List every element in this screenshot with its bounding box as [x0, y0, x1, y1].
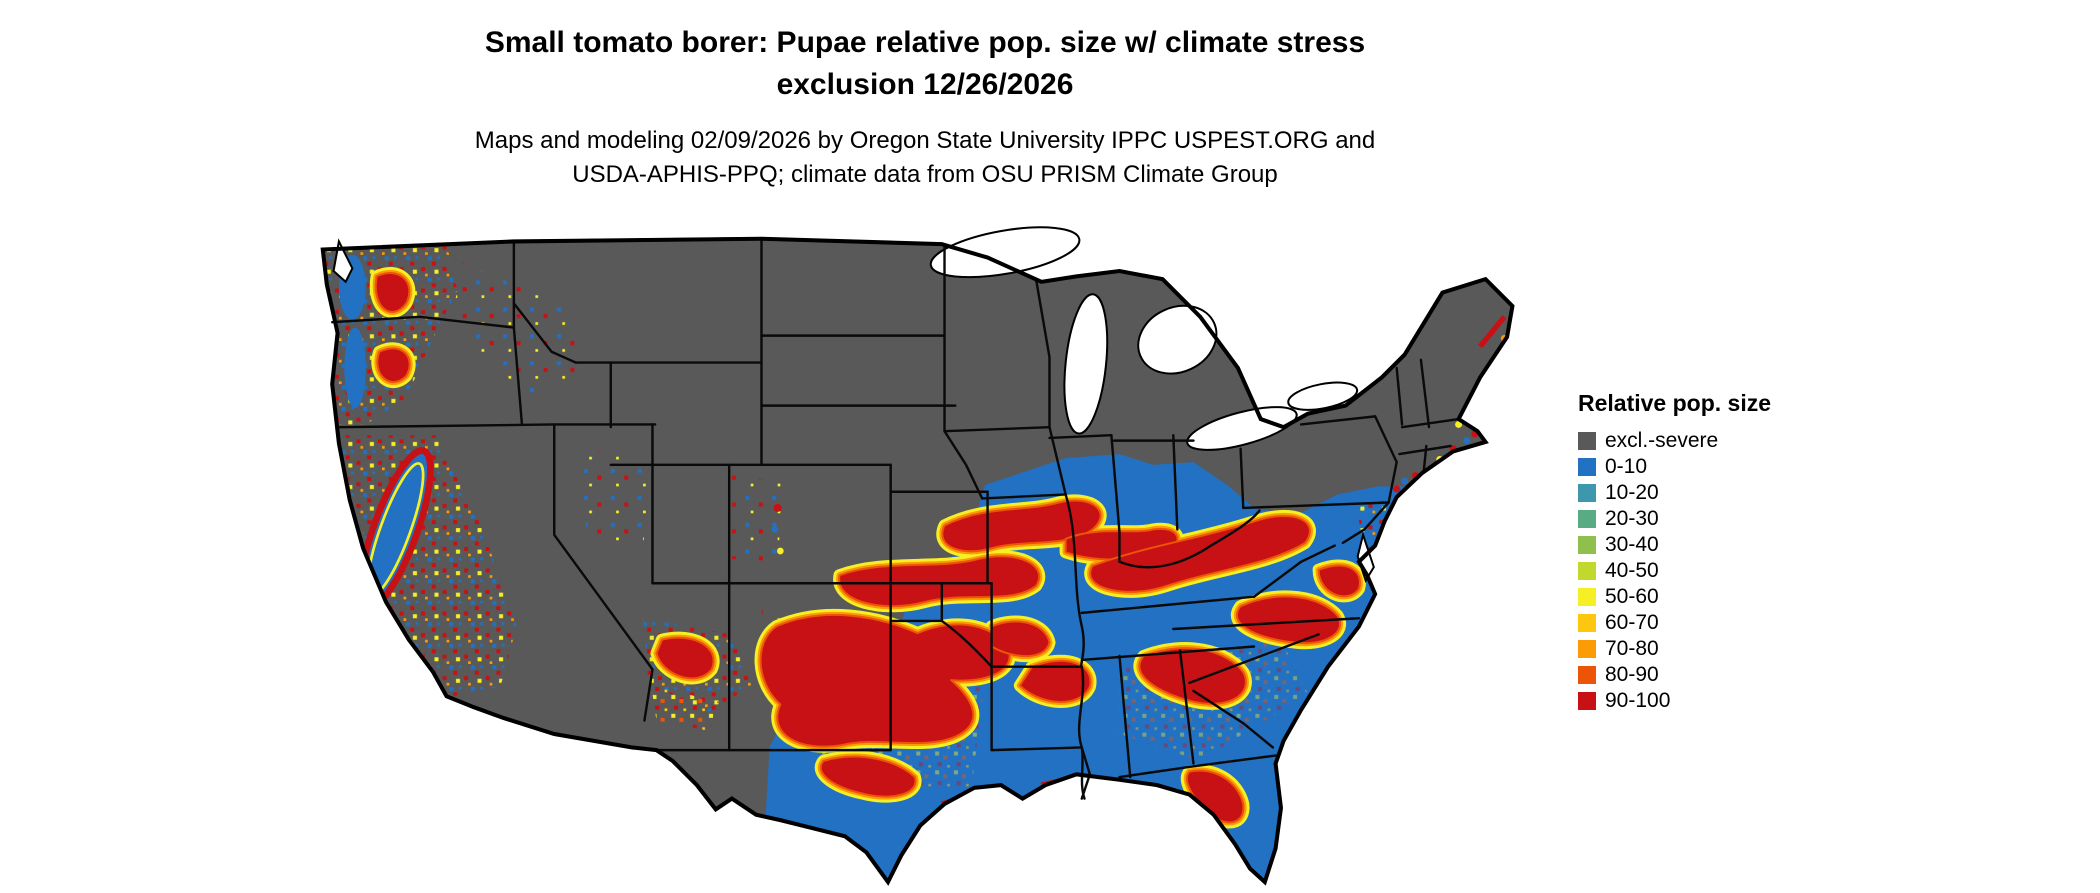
legend-label: 50-60 [1605, 585, 1659, 608]
subtitle-line-1: Maps and modeling 02/09/2026 by Oregon S… [474, 127, 1376, 154]
legend-swatch [1578, 692, 1596, 710]
legend-label: 20-30 [1605, 507, 1659, 530]
legend-title: Relative pop. size [1578, 390, 1772, 416]
legend-item: 80-90 [1578, 662, 1878, 688]
legend-item: 40-50 [1578, 558, 1878, 584]
legend: Relative pop. size excl.-severe 0-10 10-… [1578, 390, 1878, 714]
lake-superior [929, 226, 1081, 279]
us-map [312, 222, 1538, 888]
puget-sound [332, 238, 354, 284]
us-map-svg [312, 226, 1538, 888]
legend-swatch [1578, 562, 1596, 580]
legend-label: 80-90 [1605, 663, 1659, 686]
legend-label: 70-80 [1605, 637, 1659, 660]
title-line-2: exclusion 12/26/2026 [776, 68, 1074, 101]
title-line-1: Small tomato borer: Pupae relative pop. … [484, 26, 1366, 59]
legend-label: 10-20 [1605, 481, 1659, 504]
legend-item: 60-70 [1578, 610, 1878, 636]
page-title: Small tomato borer: Pupae relative pop. … [0, 22, 1850, 106]
lake-huron [1137, 304, 1218, 375]
legend-label: 30-40 [1605, 533, 1659, 556]
legend-label: excl.-severe [1605, 429, 1719, 452]
subtitle-line-2: USDA-APHIS-PPQ; climate data from OSU PR… [572, 161, 1278, 188]
legend-item: 0-10 [1578, 454, 1878, 480]
legend-swatch [1578, 666, 1596, 684]
legend-swatch [1578, 484, 1596, 502]
legend-item: 50-60 [1578, 584, 1878, 610]
legend-item: excl.-severe [1578, 428, 1878, 454]
legend-swatch [1578, 588, 1596, 606]
legend-item: 70-80 [1578, 636, 1878, 662]
legend-item: 90-100 [1578, 688, 1878, 714]
legend-label: 60-70 [1605, 611, 1659, 634]
lake-michigan [1063, 293, 1109, 435]
lake-erie [1186, 406, 1298, 451]
state-borders [330, 237, 1460, 800]
legend-item: 10-20 [1578, 480, 1878, 506]
legend-swatch [1578, 536, 1596, 554]
legend-label: 0-10 [1605, 455, 1648, 478]
legend-swatch [1578, 614, 1596, 632]
legend-swatch [1578, 458, 1596, 476]
page-subtitle: Maps and modeling 02/09/2026 by Oregon S… [0, 124, 1850, 192]
title-block: Small tomato borer: Pupae relative pop. … [0, 22, 1850, 192]
great-lakes [332, 226, 1375, 583]
legend-swatch [1578, 640, 1596, 658]
legend-swatch [1578, 432, 1596, 450]
legend-label: 40-50 [1605, 559, 1659, 582]
legend-item: 30-40 [1578, 532, 1878, 558]
legend-label: 90-100 [1605, 689, 1671, 712]
legend-item: 20-30 [1578, 506, 1878, 532]
legend-swatch [1578, 510, 1596, 528]
